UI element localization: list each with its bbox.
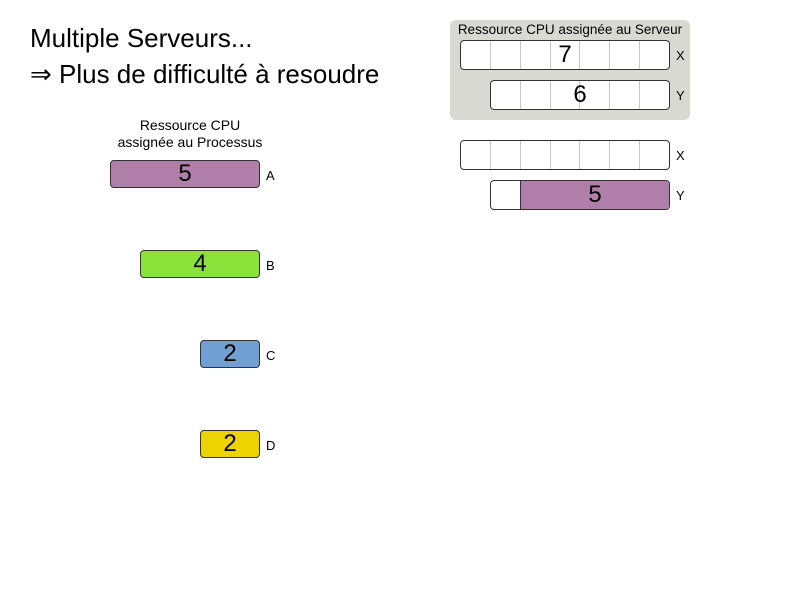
process-block-d[interactable]: 2 [200, 430, 260, 458]
server-capacity-bar-y: 6 [490, 80, 670, 110]
slot-cell [610, 41, 641, 69]
server-capacity-value-y: 6 [573, 81, 587, 108]
process-block-c[interactable]: 2 [200, 340, 260, 368]
process-header-line-1: Ressource CPU [139, 117, 241, 133]
server-bin-x[interactable] [460, 140, 670, 170]
process-value-b: 4 [193, 250, 207, 277]
slot-cell [580, 141, 611, 169]
process-value-d: 2 [223, 430, 237, 457]
title-line-1: Multiple Serveurs... [30, 23, 253, 53]
process-label-b: B [266, 258, 275, 273]
server-panel-title: Ressource CPU assignée au Serveur [457, 22, 683, 37]
process-resource-header: Ressource CPU assignée au Processus [105, 117, 275, 151]
slot-cell [551, 141, 581, 169]
slot-cell [491, 41, 521, 69]
server-capacity-value-x: 7 [558, 41, 572, 68]
slot-cell [461, 141, 491, 169]
slot-cell [640, 141, 669, 169]
server-bin-y[interactable]: 5 [490, 180, 670, 210]
slot-cell [610, 141, 641, 169]
process-label-d: D [266, 438, 276, 453]
server-capacity-label-x: X [676, 48, 685, 63]
process-value-a: 5 [178, 160, 192, 187]
server-capacity-label-y: Y [676, 88, 685, 103]
process-label-a: A [266, 168, 275, 183]
process-block-b[interactable]: 4 [140, 250, 260, 278]
process-header-line-2: assignée au Processus [117, 134, 263, 150]
allocated-process-a-on-y[interactable]: 5 [520, 181, 669, 209]
slot-cell [551, 41, 581, 69]
slot-cell [580, 41, 611, 69]
slot-cell [521, 81, 551, 109]
process-label-c: C [266, 348, 276, 363]
slot-cell [521, 41, 551, 69]
server-bin-label-y: Y [676, 188, 685, 203]
slot-cell [461, 41, 491, 69]
slot-cell [491, 181, 521, 209]
server-bin-label-x: X [676, 148, 685, 163]
server-capacity-bar-x: 7 [460, 40, 670, 70]
slot-cell [551, 81, 581, 109]
title-line-2: ⇒ Plus de difficulté à resoudre [30, 59, 380, 89]
slot-cell [491, 81, 521, 109]
allocated-value-a: 5 [588, 181, 602, 208]
process-value-c: 2 [223, 340, 237, 367]
slot-cell [521, 141, 551, 169]
slot-cell [580, 81, 611, 109]
slot-cell [491, 141, 521, 169]
process-block-a[interactable]: 5 [110, 160, 260, 188]
slot-cell [610, 81, 641, 109]
